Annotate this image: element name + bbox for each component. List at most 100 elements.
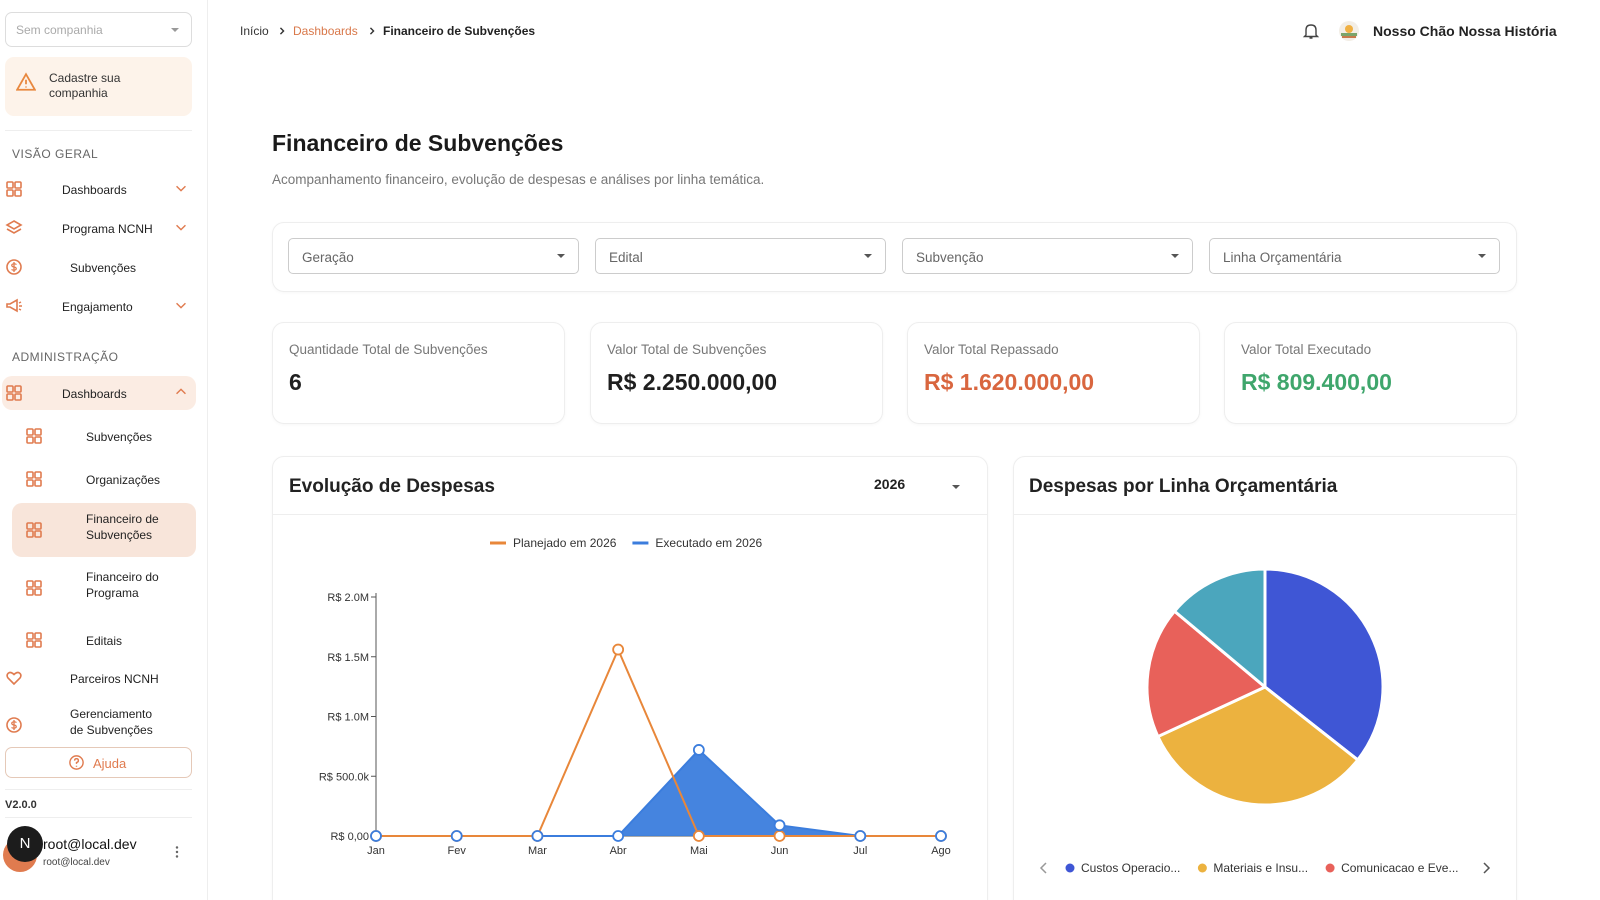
line xyxy=(376,647,941,837)
icon xyxy=(176,388,186,395)
icon-part xyxy=(14,385,22,393)
company-alert-text: Cadastre sua companhia xyxy=(49,71,121,100)
menu-item-text: Financeiro de Subvenções xyxy=(86,512,159,542)
company-select[interactable]: Sem companhia xyxy=(5,12,192,47)
org-name[interactable]: Nosso Chão Nossa História xyxy=(1373,23,1557,39)
icon xyxy=(1171,254,1179,258)
icon[interactable] xyxy=(169,844,185,860)
user-email: root@local.dev xyxy=(43,857,110,868)
avatar-letter: N xyxy=(19,835,31,852)
sidebar: Sem companhia Cadastre sua companhia VISÃO… xyxy=(0,0,208,900)
icon xyxy=(26,428,42,444)
menu-item-text: Financeiro do Programa xyxy=(86,570,159,600)
breadcrumb-item[interactable]: Início xyxy=(240,24,269,38)
menu-item[interactable]: Engajamento xyxy=(2,289,196,323)
menu-item[interactable]: Financeiro de Subvenções xyxy=(12,503,196,557)
icon-part xyxy=(557,254,565,258)
menu-item[interactable]: Organizações xyxy=(2,462,196,496)
filter-label: Edital xyxy=(609,250,643,265)
icon xyxy=(369,27,375,35)
area xyxy=(376,749,941,836)
icon[interactable] xyxy=(1302,22,1320,40)
legend-label: Custos Operacio... xyxy=(1081,861,1180,875)
menu-item-text: Gerenciamento de Subvenções xyxy=(70,707,153,737)
icon-part xyxy=(26,428,34,436)
icon xyxy=(6,181,22,197)
menu-item[interactable]: Subvenções xyxy=(2,250,196,284)
filter-select[interactable]: Geração xyxy=(288,238,579,274)
company-alert[interactable]: Cadastre sua companhia xyxy=(5,57,192,116)
filter-card xyxy=(272,222,1517,292)
menu-item[interactable]: Dashboards xyxy=(2,172,196,206)
kpi-card: Valor Total de Subvenções R$ 2.250.000,00 xyxy=(590,322,883,424)
icon xyxy=(176,185,186,192)
x-tick-label: Fev xyxy=(448,845,467,857)
kpi-value: 6 xyxy=(289,369,302,395)
filter-select[interactable]: Subvenção xyxy=(902,238,1193,274)
breadcrumb-item: Financeiro de Subvenções xyxy=(383,24,536,38)
x-tick-label: Jul xyxy=(853,845,867,857)
icon-part xyxy=(14,181,22,189)
help-text: Ajuda xyxy=(93,756,127,771)
legend-label: Comunicacao e Eve... xyxy=(1341,861,1458,875)
page-subtitle: Acompanhamento financeiro, evolução de d… xyxy=(272,172,765,187)
icon-part xyxy=(26,640,34,648)
legend-label: Executado em 2026 xyxy=(655,536,762,550)
icon-part xyxy=(176,185,186,192)
menu-item[interactable]: Subvenções xyxy=(2,419,196,453)
divider xyxy=(1014,514,1516,515)
icon-part xyxy=(11,720,17,730)
menu-item[interactable]: Parceiros NCNH xyxy=(2,661,196,695)
icon xyxy=(6,717,22,733)
legend-label: Planejado em 2026 xyxy=(513,536,617,550)
filter-select[interactable]: Edital xyxy=(595,238,886,274)
avatar[interactable]: N xyxy=(7,826,43,862)
section-label: VISÃO GERAL xyxy=(12,147,99,161)
icon-part xyxy=(34,522,42,530)
menu-item[interactable]: Programa NCNH xyxy=(2,211,196,245)
pie-slice xyxy=(1263,567,1385,762)
kpi-label: Valor Total Repassado xyxy=(924,342,1059,357)
legend-prev[interactable] xyxy=(1039,862,1047,874)
kpi-card: Quantidade Total de Subvenções 6 xyxy=(272,322,565,424)
menu-item-text: Dashboards xyxy=(62,387,127,401)
filter-label: Subvenção xyxy=(916,250,984,265)
menu-item-text: Programa NCNH xyxy=(62,222,153,236)
icon xyxy=(6,259,22,275)
period-select[interactable]: 2026 xyxy=(869,473,973,501)
menu-item[interactable]: Dashboards xyxy=(2,376,196,410)
menu-item-text: Dashboards xyxy=(62,183,127,197)
point xyxy=(773,819,786,832)
menu-item-text: Editais xyxy=(86,634,123,648)
icon-part xyxy=(26,530,34,538)
icon-part xyxy=(26,588,34,596)
menu-item[interactable]: Gerenciamento de Subvenções xyxy=(2,698,196,738)
icon-part xyxy=(176,388,186,395)
icon-part xyxy=(14,189,22,197)
icon-part xyxy=(1478,254,1486,258)
filter-select[interactable]: Linha Orçamentária xyxy=(1209,238,1500,274)
divider xyxy=(5,789,192,790)
menu-item[interactable]: Financeiro do Programa xyxy=(2,561,196,615)
legend-dot xyxy=(1065,863,1075,873)
chart-title: Despesas por Linha Orçamentária xyxy=(1029,476,1338,497)
legend-dot xyxy=(1197,863,1207,873)
icon-part xyxy=(34,436,42,444)
legend-next[interactable] xyxy=(1483,862,1491,874)
icon-part xyxy=(34,588,42,596)
icon-part xyxy=(11,262,17,272)
icon-part xyxy=(34,479,42,487)
menu-item[interactable]: Editais xyxy=(2,623,196,657)
help-button[interactable]: Ajuda xyxy=(5,747,192,778)
filter-label: Geração xyxy=(302,250,354,265)
icon-part xyxy=(6,385,14,393)
x-tick-label: Mai xyxy=(690,845,708,857)
icon-part xyxy=(26,436,34,444)
y-tick-label: R$ 1.0M xyxy=(327,712,369,724)
filter-label: Linha Orçamentária xyxy=(1223,250,1342,265)
icon-part xyxy=(26,479,34,487)
breadcrumb-item[interactable]: Dashboards xyxy=(293,24,358,38)
legend-label: Materiais e Insu... xyxy=(1213,861,1308,875)
menu-item-text: Parceiros NCNH xyxy=(70,672,159,686)
